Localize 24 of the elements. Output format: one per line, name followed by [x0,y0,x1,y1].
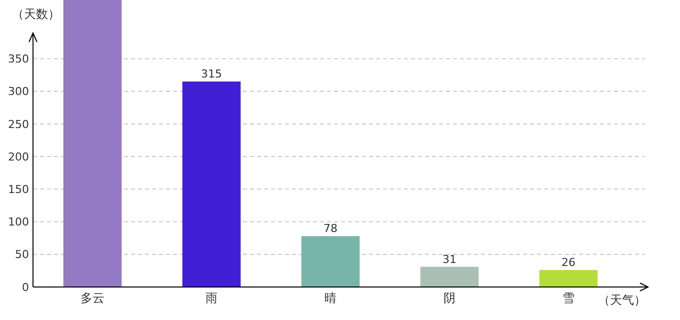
data-label: 31 [442,252,456,266]
y-tick-label: 200 [8,150,29,164]
y-tick-label: 350 [8,52,29,66]
y-tick-label: 100 [8,216,29,229]
x-tick-label: 多云 [80,291,104,305]
x-tick-label: 阴 [444,291,456,305]
x-tick-label: 雨 [206,291,218,305]
y-axis-title: （天数） [12,7,60,21]
data-label: 315 [201,68,222,81]
y-tick-label: 300 [8,85,29,98]
bar [182,82,241,287]
x-axis-title: （天气） [598,293,646,307]
bar [301,236,360,287]
bar [539,270,598,287]
data-label: 78 [324,222,338,236]
y-tick-label: 0 [22,280,29,294]
y-tick-label: 50 [15,248,29,262]
bar [420,266,479,287]
data-label: 26 [562,256,576,270]
bar [63,0,122,287]
x-tick-label: 晴 [324,291,336,305]
y-tick-label: 250 [8,118,29,131]
x-tick-label: 雪 [562,291,574,305]
y-tick-label: 150 [8,183,29,196]
